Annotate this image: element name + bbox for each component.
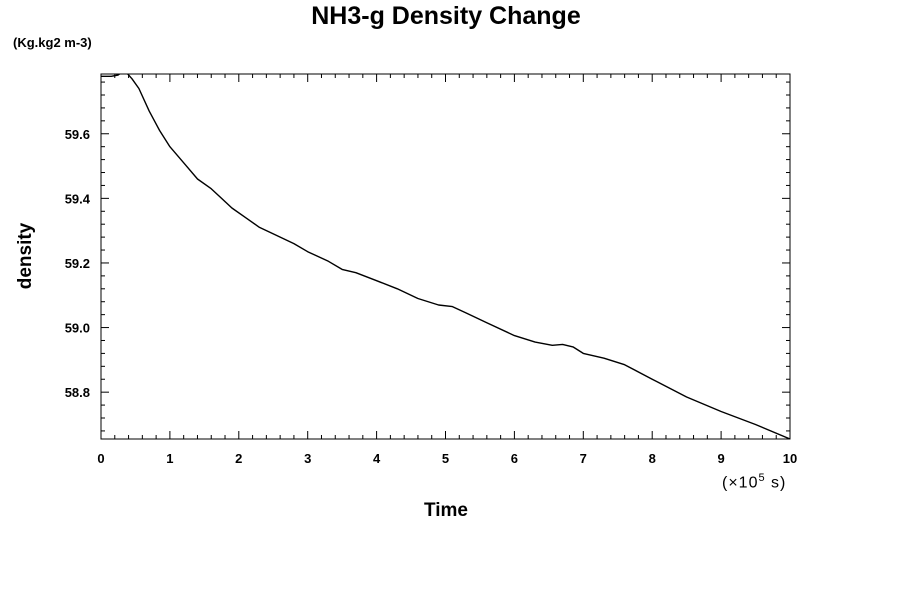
x-tick-label: 4	[373, 451, 381, 466]
x-tick-label: 5	[442, 451, 449, 466]
x-axis-label: Time	[423, 500, 469, 521]
x-scale-label: (×105 s)	[722, 472, 786, 492]
y-tick-label: 59.2	[65, 256, 90, 271]
x-tick-label: 0	[97, 451, 104, 466]
y-unit-label: (Kg.kg2 m-3)	[13, 35, 92, 50]
x-tick-label: 10	[783, 451, 797, 466]
y-tick-label: 59.4	[65, 191, 91, 206]
x-tick-label: 7	[580, 451, 587, 466]
x-tick-label: 6	[511, 451, 518, 466]
y-tick-label: 59.0	[65, 321, 90, 336]
y-tick-label: 59.6	[65, 127, 90, 142]
x-scale-text: (×10	[722, 474, 759, 492]
x-tick-label: 1	[166, 451, 173, 466]
series-group	[101, 74, 790, 439]
chart-title: NH3-g Density Change	[311, 2, 581, 30]
x-tick-label: 8	[649, 451, 656, 466]
axis-ticks	[100, 74, 791, 439]
x-scale-unit: s)	[765, 474, 787, 492]
plot-frame	[100, 73, 791, 440]
x-tick-label: 9	[717, 451, 724, 466]
x-tick-label: 3	[304, 451, 311, 466]
tick-labels: 0 1 2 3 4 5 6 7 8 9 10 58.8 59.0 59.2 59.4 59.6	[65, 127, 798, 466]
x-tick-label: 2	[235, 451, 242, 466]
density-series-line	[101, 74, 790, 439]
x-scale-exponent: 5	[758, 472, 766, 484]
y-tick-label: 58.8	[65, 385, 90, 400]
